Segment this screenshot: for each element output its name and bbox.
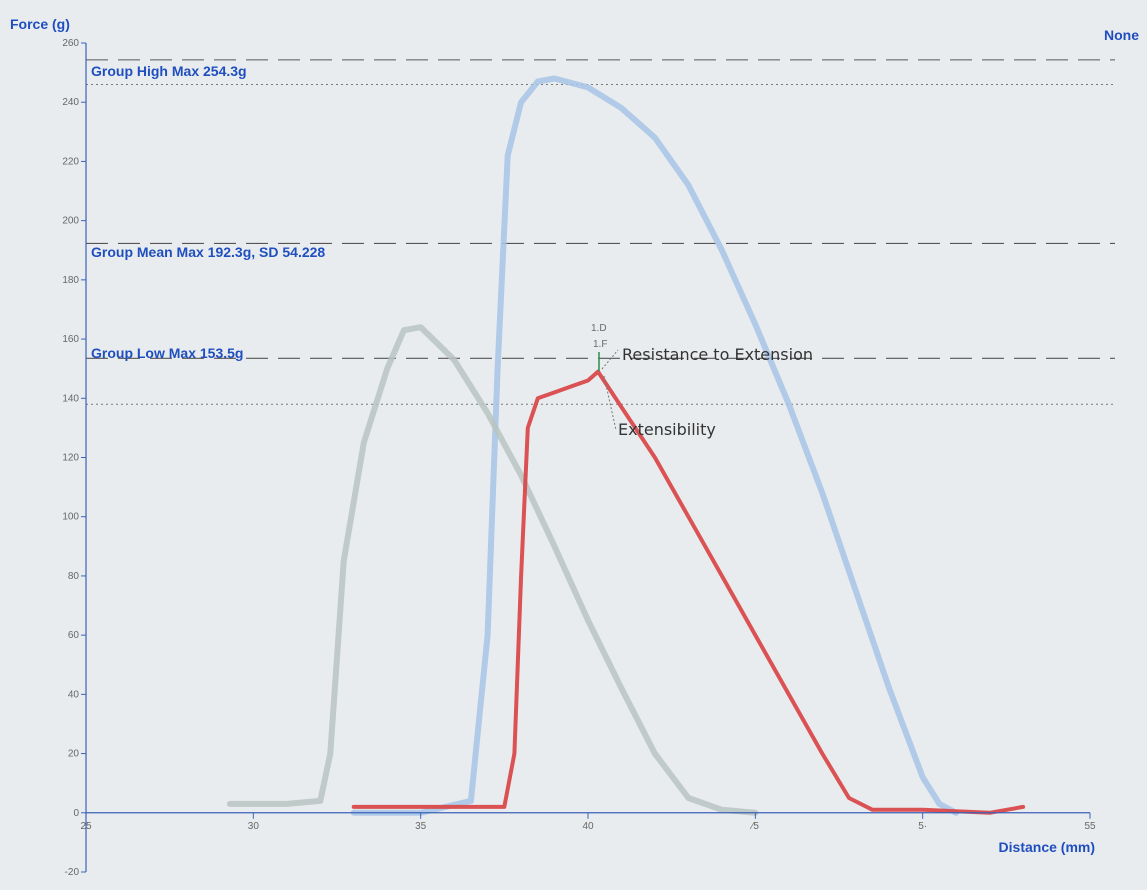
series-line-1 [226,324,759,816]
y-tick-label-7: 120 [62,453,79,464]
marker-label-1d: 1.D [591,323,607,334]
y-tick-label-6: 100 [62,512,79,523]
marker-label-1f: 1.F [593,339,607,350]
series-line-2 [351,369,1026,815]
ref-label-low-max: Group Low Max 153.5g [91,345,243,361]
x-tick-label-2: 35 [415,821,427,832]
x-tick-label-1: 30 [248,821,260,832]
reference-lines [86,59,1115,405]
corner-label: None [1104,27,1139,43]
y-tick-label-10: 180 [62,275,79,286]
y-tick-label-4: 60 [68,630,80,641]
tick-labels: -20 0 20 40 60 80 100 120 140 160 180 200 220 240 260 2… [62,38,1096,878]
y-axis-title: Force (g) [10,16,70,32]
y-tick-label-9: 160 [62,334,79,345]
y-tick-label-12: 220 [62,156,79,167]
y-tick-label-5: 80 [68,571,80,582]
y-tick-label-11: 200 [62,216,79,227]
y-tick-label-14: 260 [62,38,79,49]
x-tick-label-6: 55 [1084,821,1096,832]
y-tick-label-1: 0 [73,808,79,819]
extensibility-leader-line [603,375,617,431]
resistance-leader-line [601,349,619,370]
y-tick-label-0: -20 [65,867,80,878]
series-layer [226,75,1026,816]
y-tick-label-3: 40 [68,689,80,700]
axes [81,42,1091,873]
y-tick-label-2: 20 [68,749,80,760]
x-tick-label-5: 5· [918,821,927,832]
x-axis-title: Distance (mm) [999,839,1095,855]
y-tick-label-13: 240 [62,97,79,108]
x-tick-label-4: ⁄5 [749,821,760,832]
x-tick-label-3: 40 [582,821,594,832]
series-line-0 [350,75,960,816]
ref-label-high-max: Group High Max 254.3g [91,63,247,79]
x-tick-label-0: 25 [80,821,92,832]
annotation-resistance-to-extension: Resistance to Extension [622,345,813,364]
ref-label-mean-max: Group Mean Max 192.3g, SD 54.228 [91,244,325,260]
annotation-extensibility: Extensibility [618,420,716,439]
y-tick-label-8: 140 [62,393,79,404]
